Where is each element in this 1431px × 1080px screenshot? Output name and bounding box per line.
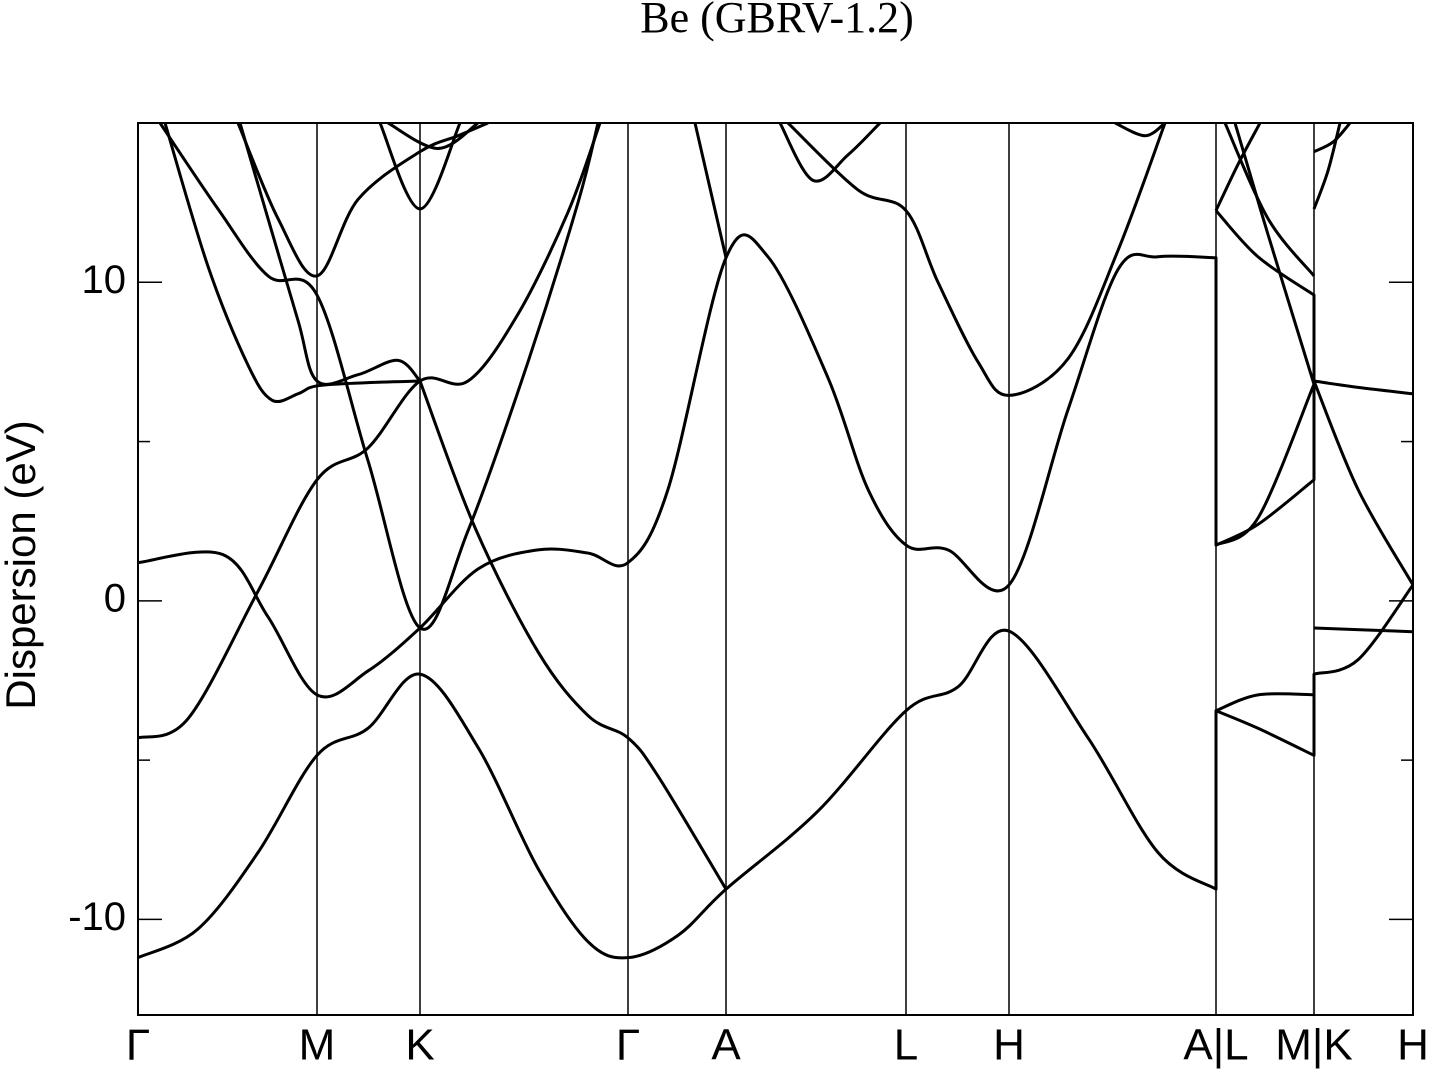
band-line	[786, 123, 1167, 397]
band-line	[1313, 626, 1413, 634]
x-tick-label: M|K	[1275, 1021, 1352, 1070]
x-tick-label: Γ	[126, 1021, 150, 1070]
band-line	[778, 123, 882, 183]
band-line	[1214, 123, 1262, 212]
band-line	[378, 123, 462, 211]
y-tick-label: 0	[104, 576, 126, 620]
y-tick-label: -10	[68, 895, 126, 939]
band-line	[418, 380, 728, 890]
band-line	[238, 123, 422, 386]
band-line	[236, 123, 489, 278]
x-tick-label: Γ	[616, 1021, 640, 1070]
x-tick-label: M	[299, 1021, 336, 1070]
chart-title: Be (GBRV-1.2)	[640, 0, 914, 42]
x-tick-label: H	[1397, 1021, 1429, 1070]
band-line	[138, 584, 1413, 960]
x-tick-label: K	[405, 1021, 434, 1070]
x-tick-label: L	[894, 1021, 918, 1070]
band-line	[1215, 383, 1316, 547]
band-line	[163, 123, 421, 404]
band-line	[1312, 123, 1342, 210]
x-tick-label: A|L	[1183, 1021, 1248, 1070]
bands	[138, 123, 1413, 960]
x-tick-label: H	[993, 1021, 1025, 1070]
band-line	[1313, 123, 1352, 154]
y-tick-label: 10	[82, 258, 127, 302]
band-line	[1223, 123, 1316, 277]
x-tick-label: A	[711, 1021, 741, 1070]
y-axis-label: Dispersion (eV)	[0, 420, 44, 709]
band-line	[1215, 692, 1315, 713]
band-line	[693, 123, 728, 259]
band-line	[138, 233, 1413, 699]
band-line	[138, 123, 602, 740]
band-line	[1114, 123, 1166, 138]
band-line	[1233, 123, 1316, 385]
band-line	[387, 123, 479, 150]
band-line	[1214, 209, 1413, 586]
band-line	[158, 123, 600, 631]
